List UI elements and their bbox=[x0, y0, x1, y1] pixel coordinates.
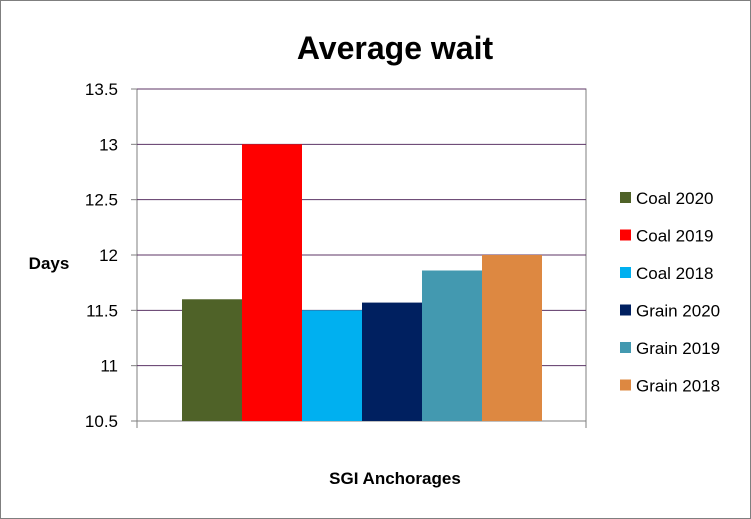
bar-grain-2018 bbox=[482, 255, 542, 421]
legend-entry: Coal 2018 bbox=[636, 264, 714, 283]
y-tick-label: 12.5 bbox=[85, 191, 118, 210]
legend-entry: Coal 2020 bbox=[636, 189, 714, 208]
bar-coal-2019 bbox=[242, 144, 302, 422]
y-tick-label: 11 bbox=[100, 357, 118, 376]
y-axis-label: Days bbox=[29, 254, 70, 273]
legend: Coal 2020 Coal 2019 Coal 2018 Grain 2020 Gra… bbox=[620, 189, 720, 396]
y-tick-label: 12 bbox=[99, 246, 118, 265]
chart-title: Average wait bbox=[297, 30, 494, 66]
legend-swatch bbox=[620, 229, 631, 241]
legend-swatch bbox=[620, 192, 631, 203]
legend-entry: Grain 2020 bbox=[636, 302, 720, 321]
y-tick-label: 13 bbox=[99, 135, 118, 154]
bar-coal-2018 bbox=[302, 310, 362, 421]
legend-entry: Grain 2019 bbox=[636, 339, 720, 358]
x-axis-label: SGI Anchorages bbox=[329, 469, 461, 488]
bar-grain-2020 bbox=[362, 302, 422, 421]
legend-swatch bbox=[620, 304, 631, 316]
y-tick-label: 11.5 bbox=[86, 301, 118, 320]
bar-coal-2020 bbox=[182, 299, 242, 421]
legend-swatch bbox=[620, 267, 631, 278]
y-tick-label: 13.5 bbox=[85, 80, 118, 99]
legend-swatch bbox=[620, 342, 631, 353]
bar-grain-2019 bbox=[422, 270, 482, 421]
legend-swatch bbox=[620, 379, 631, 391]
legend-entry: Coal 2019 bbox=[636, 227, 714, 246]
y-tick-label: 10.5 bbox=[85, 412, 118, 431]
plot-area: 10.5 11 11.5 12 12.5 13 13.5 bbox=[85, 80, 587, 431]
legend-entry: Grain 2018 bbox=[636, 377, 720, 396]
